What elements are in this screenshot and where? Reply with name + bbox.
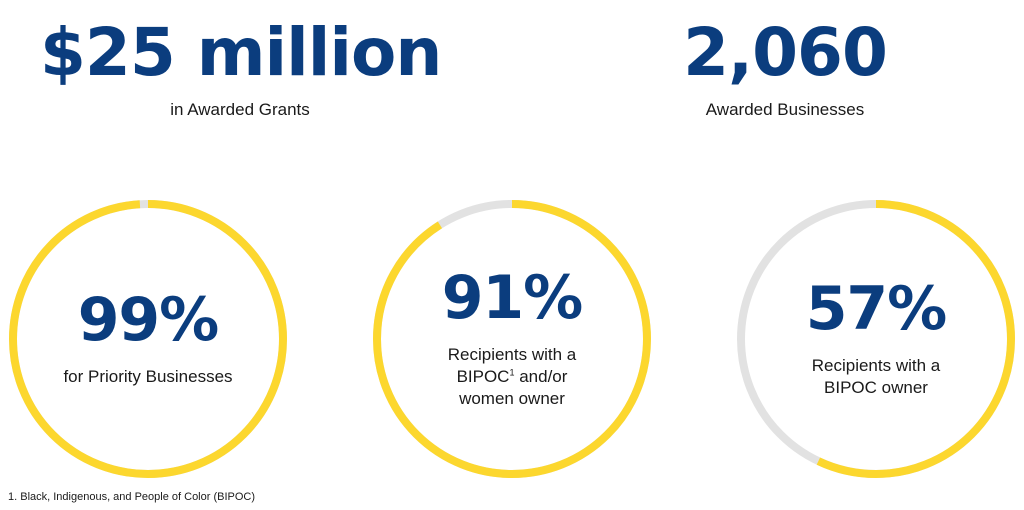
footnote: 1. Black, Indigenous, and People of Colo… — [8, 491, 256, 503]
ring-percent: 91% — [441, 262, 584, 333]
ring-label: Recipients with a BIPOC owner — [811, 355, 941, 397]
ring-label-part: and/or women owner — [459, 366, 568, 409]
ring-percent: 99% — [77, 284, 220, 355]
ring-label: for Priority Businesses — [63, 366, 233, 386]
stat-value: $25 million — [40, 14, 442, 91]
ring-progress — [373, 200, 651, 478]
ring-priority-businesses: 99% for Priority Businesses — [8, 199, 288, 479]
stat-awarded-businesses: 2,060 Awarded Businesses — [645, 20, 925, 120]
ring-bipoc-women-owner: 91% Recipients with a BIPOC1 and/or wome… — [372, 199, 652, 479]
ring-bipoc-owner: 57% Recipients with a BIPOC owner — [736, 199, 1016, 479]
ring-chart — [737, 200, 1015, 478]
ring-progress — [737, 200, 1015, 478]
ring-chart — [9, 200, 287, 478]
ring-label-part: Recipients with a BIPOC — [447, 344, 577, 386]
ring-progress — [9, 200, 287, 478]
ring-chart — [373, 200, 651, 478]
stat-label: Awarded Businesses — [705, 100, 865, 119]
ring-percent: 57% — [805, 273, 948, 344]
stat-awarded-grants: $25 million in Awarded Grants — [40, 14, 442, 120]
stat-value: 2,060 — [683, 14, 888, 91]
stat-label: in Awarded Grants — [170, 100, 310, 119]
ring-label: Recipients with a BIPOC1 and/or women ow… — [427, 344, 597, 410]
footnote-marker: 1 — [509, 367, 515, 378]
